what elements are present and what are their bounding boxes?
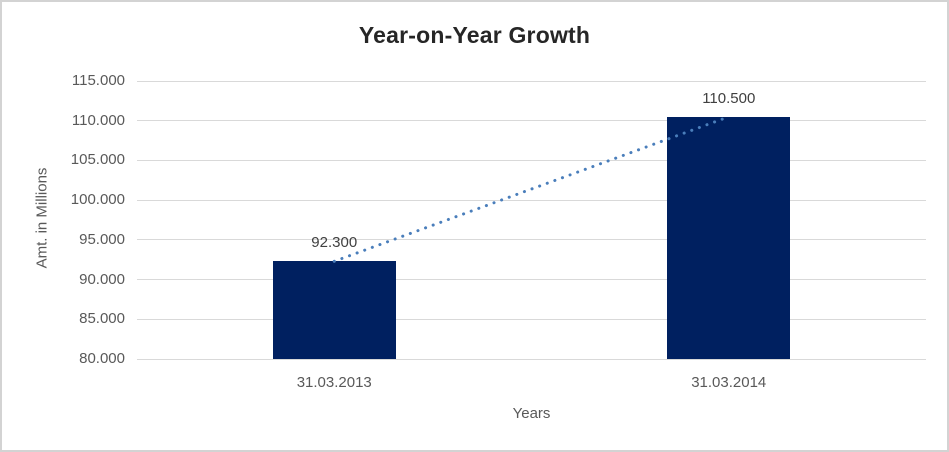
gridline	[137, 159, 926, 161]
y-tick-label: 95.000	[79, 230, 125, 248]
chart-title: Year-on-Year Growth	[358, 22, 591, 48]
gridline	[137, 80, 926, 82]
y-tick-label: 90.000	[79, 270, 125, 288]
x-axis-title: Years	[512, 405, 551, 422]
x-category-label: 31.03.2014	[691, 374, 767, 391]
data-label: 110.500	[702, 89, 756, 107]
gridline	[137, 279, 926, 281]
data-label: 92.300	[311, 234, 358, 252]
gridline	[137, 358, 926, 360]
y-tick-label: 80.000	[79, 350, 125, 367]
gridline	[137, 318, 926, 320]
bar-31.03.2014	[667, 116, 791, 359]
y-tick-label: 85.000	[79, 310, 125, 328]
y-tick-label: 115.000	[71, 72, 125, 89]
gridline	[137, 199, 926, 201]
y-tick-label: 105.000	[70, 151, 125, 169]
gridline	[137, 239, 926, 241]
x-category-label: 31.03.2013	[296, 374, 372, 391]
y-tick-label: 100.000	[70, 191, 125, 209]
y-axis-title: Amt. in Millions	[33, 167, 51, 269]
y-tick-label: 110.000	[71, 111, 125, 129]
bar-31.03.2013	[272, 261, 396, 359]
gridline	[137, 120, 926, 122]
